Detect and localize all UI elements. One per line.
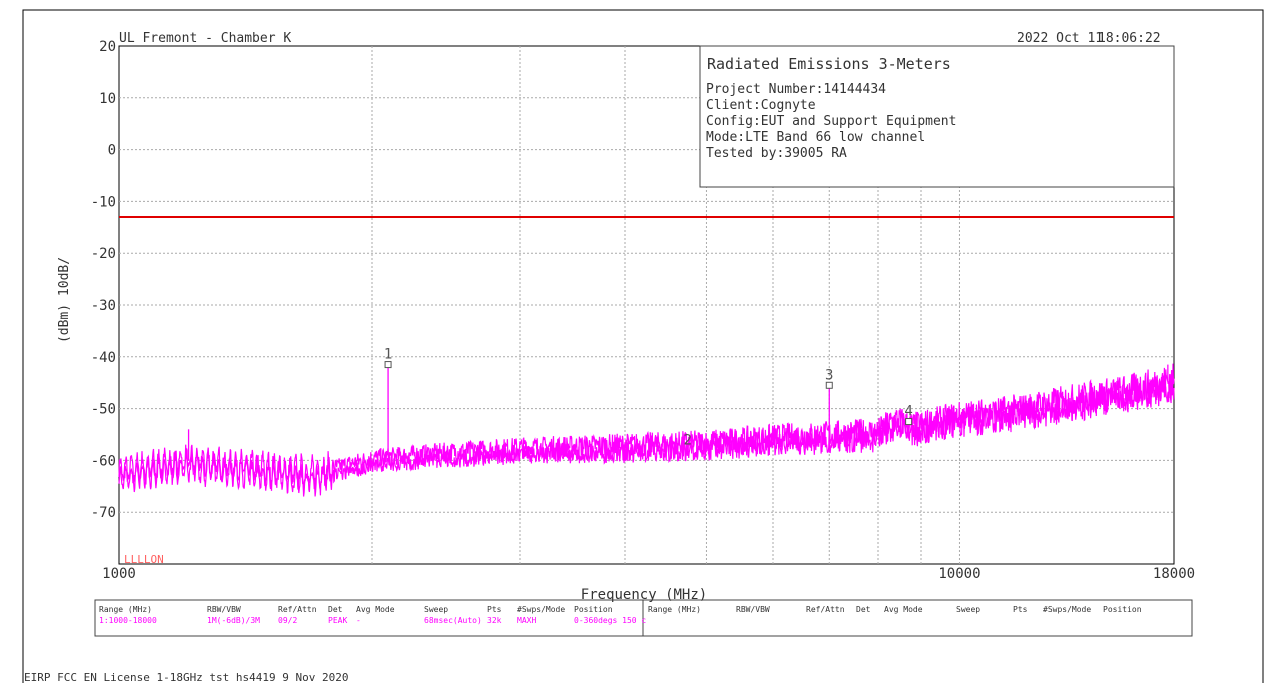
info-line: Project Number:14144434	[706, 82, 886, 97]
param-header: RBW/VBW	[207, 605, 241, 614]
marker-box	[825, 381, 833, 389]
marker-box	[905, 418, 913, 426]
corner-label: LLLLON	[124, 553, 164, 566]
param-header-right: Det	[856, 605, 871, 614]
y-tick-label: 0	[108, 143, 116, 159]
site-title: UL Fremont - Chamber K	[119, 31, 291, 46]
param-header: Sweep	[424, 605, 448, 614]
param-header-right: RBW/VBW	[736, 605, 770, 614]
marker-box	[384, 361, 392, 369]
param-header: #Swps/Mode	[517, 605, 565, 614]
trace-line	[118, 363, 1175, 491]
y-tick-label: -20	[91, 246, 116, 262]
x-tick-label: 1000	[102, 566, 136, 582]
header-date: 2022 Oct 11	[1017, 31, 1103, 46]
info-line: Client:Cognyte	[706, 98, 816, 113]
param-value: 68msec(Auto)	[424, 616, 482, 625]
footer-text: EIRP FCC EN License 1-18GHz tst hs4419 9…	[24, 671, 349, 683]
y-tick-label: -10	[91, 194, 116, 210]
y-tick-label: 10	[99, 91, 116, 107]
x-axis-label: Frequency (MHz)	[581, 587, 707, 603]
info-line: Tested by:39005 RA	[706, 146, 847, 161]
param-value: PEAK	[328, 616, 347, 625]
param-header-right: Ref/Attn	[806, 605, 845, 614]
y-tick-label: -40	[91, 350, 116, 366]
param-header: Avg Mode	[356, 605, 395, 614]
header-time: 18:06:22	[1098, 31, 1161, 46]
y-tick-label: -60	[91, 453, 116, 469]
param-header-right: Sweep	[956, 605, 980, 614]
param-header: Position	[574, 605, 613, 614]
param-table-cells: Range (MHz) RBW/VBW Ref/Attn Det Avg Mode Swe…	[99, 605, 1142, 625]
x-tick-label: 18000	[1153, 566, 1195, 582]
marker-label: 2	[684, 433, 692, 449]
param-header-right: Avg Mode	[884, 605, 923, 614]
param-value: 1:1000-18000	[99, 616, 157, 625]
param-value: 32k	[487, 616, 502, 625]
param-header-right: Pts	[1013, 605, 1028, 614]
y-tick-label: 20	[99, 39, 116, 55]
info-line: Mode:LTE Band 66 low channel	[706, 130, 925, 145]
param-header-right: Position	[1103, 605, 1142, 614]
info-title: Radiated Emissions 3-Meters	[707, 55, 951, 73]
param-header-right: #Swps/Mode	[1043, 605, 1091, 614]
trace-band	[118, 374, 1175, 497]
marker-label: 4	[904, 404, 912, 420]
y-tick-label: -50	[91, 402, 116, 418]
param-header: Ref/Attn	[278, 605, 317, 614]
page-border	[22, 9, 1264, 683]
param-header: Det	[328, 605, 343, 614]
y-tick-label: -30	[91, 298, 116, 314]
info-box	[699, 45, 1175, 188]
info-line: Config:EUT and Support Equipment	[706, 114, 956, 129]
y-tick-label: -70	[91, 505, 116, 521]
y-axis-label: (dBm) 10dB/	[57, 257, 72, 343]
x-tick-labels: 1000 10000 18000	[102, 566, 1195, 582]
marker-label: 1	[384, 347, 392, 363]
marker-group: 1 2 3 4	[384, 347, 913, 449]
y-tick-labels: 20 10 0 -10 -20 -30 -40 -50 -60 -70	[91, 39, 116, 521]
param-value: -	[356, 616, 361, 625]
param-header-right: Range (MHz)	[648, 605, 701, 614]
param-header: Range (MHz)	[99, 605, 152, 614]
param-value: 0-360degs 150 c	[574, 616, 646, 625]
marker-label: 3	[825, 367, 833, 383]
param-value: MAXH	[517, 616, 536, 625]
spectrum-trace	[118, 363, 1175, 497]
x-tick-label: 10000	[938, 566, 980, 582]
param-value: 09/2	[278, 616, 297, 625]
param-value: 1M(-6dB)/3M	[207, 616, 260, 625]
param-header: Pts	[487, 605, 502, 614]
